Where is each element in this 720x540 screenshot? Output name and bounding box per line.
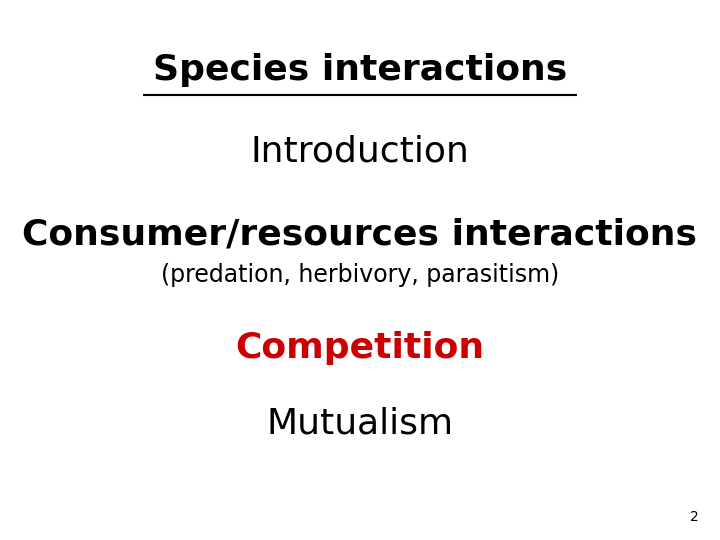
Text: Introduction: Introduction (251, 134, 469, 168)
Text: 2: 2 (690, 510, 698, 524)
Text: Consumer/resources interactions: Consumer/resources interactions (22, 218, 698, 252)
Text: (predation, herbivory, parasitism): (predation, herbivory, parasitism) (161, 264, 559, 287)
Text: Species interactions: Species interactions (153, 53, 567, 87)
Text: Competition: Competition (235, 332, 485, 365)
Text: Mutualism: Mutualism (266, 407, 454, 441)
